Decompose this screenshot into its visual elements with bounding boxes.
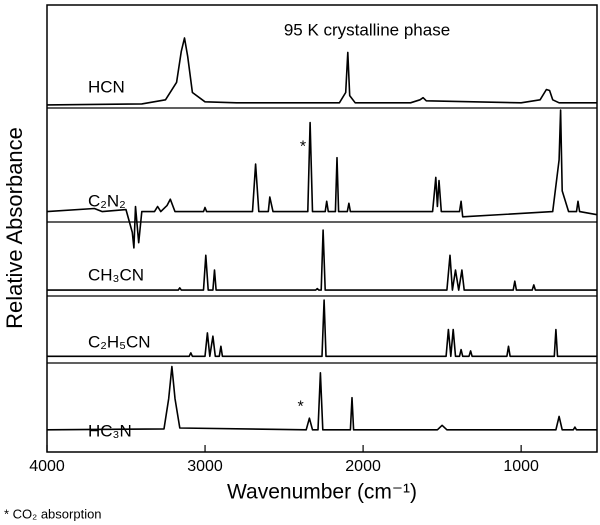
x-tick-label: 1000 [503,458,539,475]
series-label: C₂H₅CN [88,332,151,351]
series-label: HCN [88,77,125,96]
chart-title: 95 K crystalline phase [284,20,450,39]
spectrum-line [46,37,597,106]
x-tick-label: 2000 [345,458,381,475]
series-label: CH₃CN [88,265,144,284]
x-tick-label: 4000 [29,458,65,475]
y-axis-label: Relative Absorbance [2,127,27,329]
plot-frame [46,4,598,453]
footnote: * CO₂ absorption [4,506,102,521]
spectrum-line [46,109,598,249]
spectrum-line [47,229,597,291]
annotation: * [298,399,304,416]
series-label: HC₃N [88,421,132,440]
annotation: * [300,139,306,156]
spectrum-line [46,365,597,431]
series-label: C₂N₂ [88,191,126,210]
x-axis-label: Wavenumber (cm⁻¹) [227,481,417,504]
x-tick-label: 3000 [187,458,223,475]
spectrum-line [47,299,597,358]
